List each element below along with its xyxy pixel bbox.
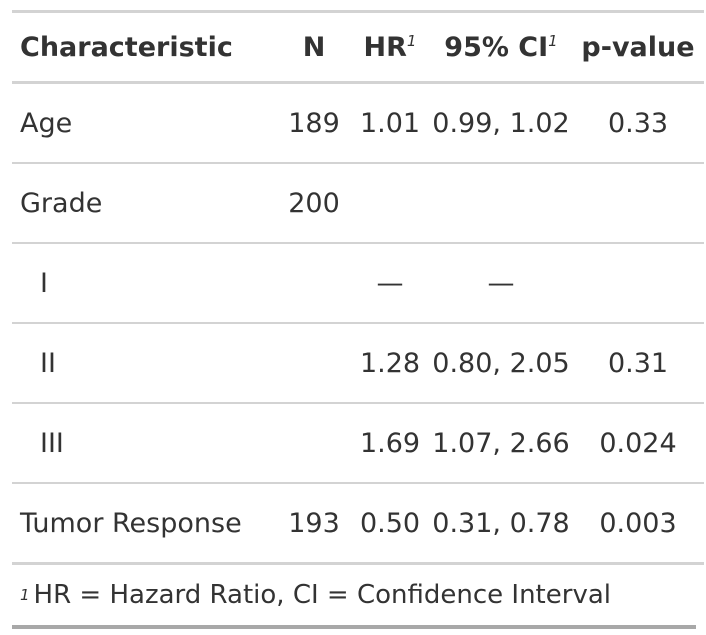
row-n — [278, 403, 350, 483]
row-hr: — — [376, 267, 404, 299]
row-p-value: 0.003 — [599, 507, 677, 539]
header-hr-label: HR — [363, 31, 407, 63]
row-ci — [430, 163, 572, 243]
header-hr: HR1 — [350, 12, 430, 83]
table-row: I — — — [12, 243, 704, 323]
row-hr — [350, 163, 430, 243]
table-header: Characteristic N HR1 95% CI1 p-value — [12, 11, 704, 83]
row-hr: 0.50 — [359, 507, 421, 539]
row-n — [278, 323, 350, 403]
row-ci: 0.99, 1.02 — [432, 107, 570, 139]
regression-table: Characteristic N HR1 95% CI1 p-value Age… — [12, 10, 704, 565]
row-n: 189 — [288, 107, 340, 139]
row-label: II — [40, 347, 56, 379]
header-characteristic: Characteristic — [12, 12, 278, 83]
row-p-value — [572, 163, 704, 243]
header-p-value-label: p-value — [581, 31, 695, 63]
header-ci-footnote-mark: 1 — [548, 31, 558, 50]
row-hr: 1.28 — [359, 347, 421, 379]
header-n: N — [278, 12, 350, 83]
table-footnote: 1 HR = Hazard Ratio, CI = Confidence Int… — [12, 565, 696, 629]
regression-table-container: Characteristic N HR1 95% CI1 p-value Age… — [12, 10, 704, 629]
table-row: Age 189 1.01 0.99, 1.02 0.33 — [12, 83, 704, 163]
row-p-value: 0.024 — [599, 427, 677, 459]
table-row: II 1.28 0.80, 2.05 0.31 — [12, 323, 704, 403]
row-label: Grade — [20, 187, 103, 219]
row-ci: — — [487, 267, 515, 299]
row-p-value: 0.31 — [607, 347, 669, 379]
row-hr: 1.01 — [359, 107, 421, 139]
header-n-label: N — [302, 31, 326, 63]
row-n: 193 — [288, 507, 340, 539]
row-label: Tumor Response — [20, 507, 242, 539]
header-p-value: p-value — [572, 12, 704, 83]
table-row: III 1.69 1.07, 2.66 0.024 — [12, 403, 704, 483]
row-p-value: 0.33 — [607, 107, 669, 139]
header-ci: 95% CI1 — [430, 12, 572, 83]
header-characteristic-label: Characteristic — [20, 31, 233, 63]
table-body: Age 189 1.01 0.99, 1.02 0.33 Grade 200 I… — [12, 83, 704, 564]
header-row: Characteristic N HR1 95% CI1 p-value — [12, 11, 704, 83]
table-row: Tumor Response 193 0.50 0.31, 0.78 0.003 — [12, 483, 704, 564]
row-ci: 0.80, 2.05 — [432, 347, 570, 379]
row-n — [278, 243, 350, 323]
row-p-value — [572, 243, 704, 323]
row-label: Age — [20, 107, 73, 139]
row-label: III — [40, 427, 64, 459]
row-hr: 1.69 — [359, 427, 421, 459]
table-row: Grade 200 — [12, 163, 704, 243]
header-ci-label: 95% CI — [444, 31, 549, 63]
row-n: 200 — [288, 187, 340, 219]
row-label: I — [40, 267, 48, 299]
footnote-text: HR = Hazard Ratio, CI = Confidence Inter… — [33, 580, 611, 610]
row-ci: 0.31, 0.78 — [432, 507, 570, 539]
row-ci: 1.07, 2.66 — [432, 427, 570, 459]
header-hr-footnote-mark: 1 — [406, 31, 417, 50]
